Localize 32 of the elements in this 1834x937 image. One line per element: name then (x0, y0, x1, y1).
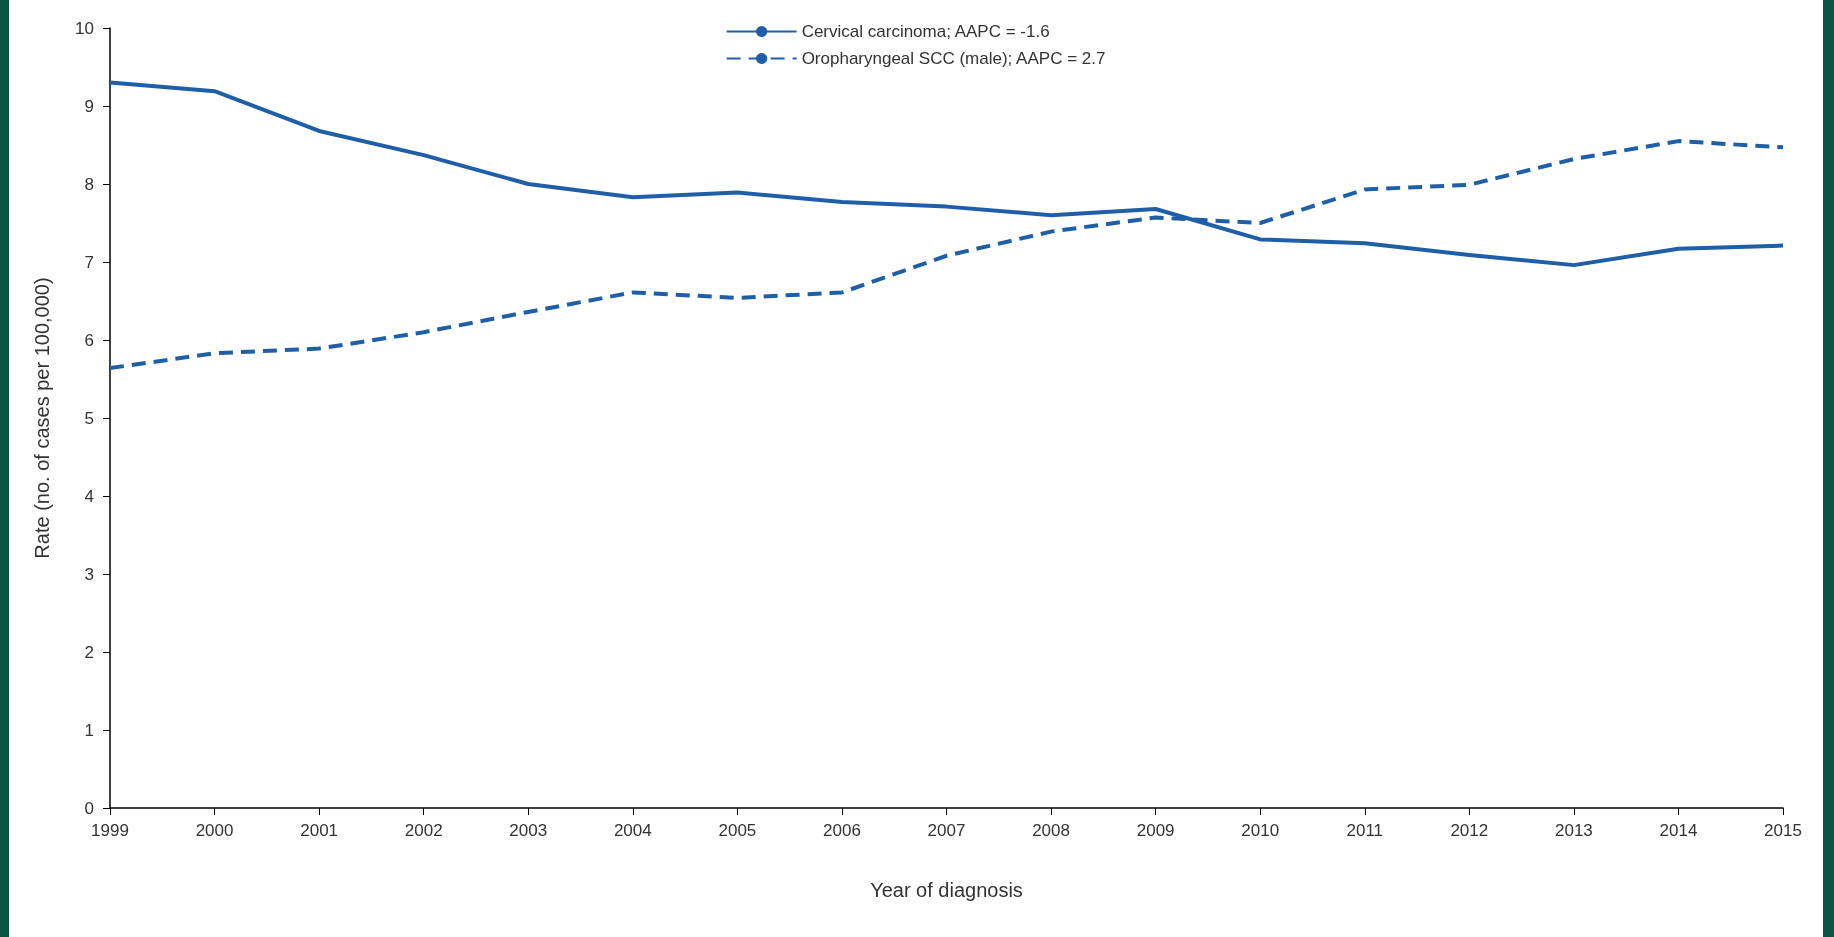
x-tick-label: 2009 (1136, 821, 1175, 840)
x-tick-label: 2001 (300, 821, 339, 840)
x-tick-label: 2011 (1346, 821, 1384, 840)
y-tick-label: 1 (84, 720, 94, 740)
y-tick-label: 3 (84, 564, 94, 584)
y-axis-title: Rate (no. of cases per 100,000) (31, 277, 53, 559)
x-tick-label: 2005 (718, 821, 757, 840)
x-tick-label: 2014 (1659, 821, 1698, 840)
y-tick-label: 8 (84, 174, 94, 194)
x-tick-label: 2013 (1554, 821, 1593, 840)
x-tick-label: 2015 (1764, 821, 1802, 840)
y-tick-label: 6 (84, 330, 94, 350)
x-tick-label: 2003 (509, 821, 548, 840)
legend-label: Cervical carcinoma; AAPC = -1.6 (801, 22, 1050, 41)
x-tick-label: 2004 (613, 821, 652, 840)
x-tick-label: 2008 (1032, 821, 1070, 840)
x-tick-label: 2006 (823, 821, 861, 840)
x-tick-label: 1999 (91, 821, 129, 840)
x-tick-label: 2012 (1450, 821, 1489, 840)
y-tick-label: 4 (84, 486, 94, 506)
x-tick-label: 2000 (195, 821, 234, 840)
y-tick-label: 10 (75, 18, 94, 38)
x-axis-title: Year of diagnosis (870, 879, 1023, 901)
y-tick-label: 9 (84, 96, 94, 116)
x-tick-label: 2002 (404, 821, 443, 840)
legend-label: Oropharyngeal SCC (male); AAPC = 2.7 (801, 49, 1106, 68)
x-tick-label: 2010 (1241, 821, 1280, 840)
y-tick-label: 5 (84, 408, 94, 428)
y-tick-label: 7 (84, 252, 94, 272)
y-tick-label: 0 (84, 798, 94, 818)
x-tick-label: 2007 (927, 821, 966, 840)
y-tick-label: 2 (84, 642, 94, 662)
